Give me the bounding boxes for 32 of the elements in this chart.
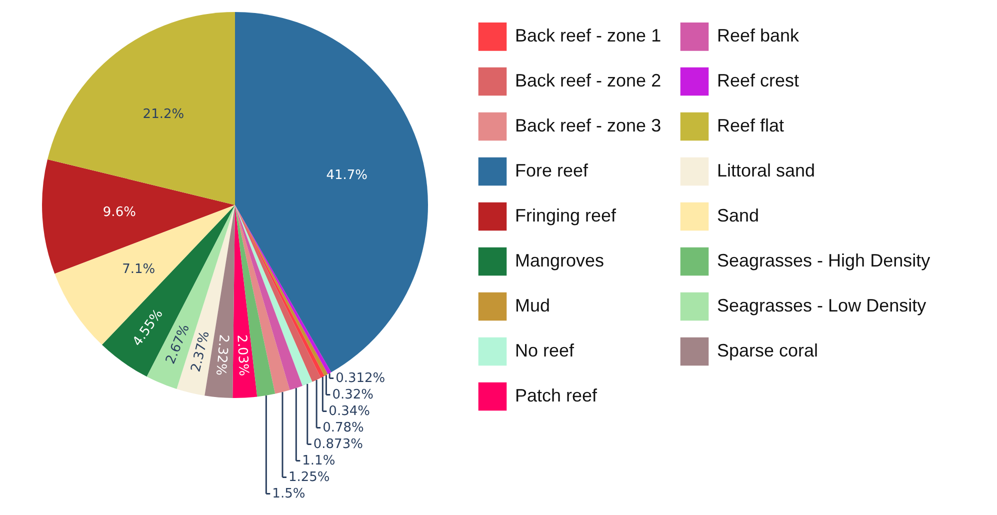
data-label: 7.1% <box>122 262 156 278</box>
legend-label: Fore reef <box>515 160 590 180</box>
legend-label: Seagrasses - Low Density <box>717 296 926 316</box>
data-label: 1.25% <box>288 470 330 486</box>
data-label: 0.78% <box>322 420 364 436</box>
legend-label: Mangroves <box>515 250 604 270</box>
data-label: 0.873% <box>313 437 363 452</box>
legend-label: Reef bank <box>717 26 800 46</box>
data-label: 21.2% <box>142 106 184 122</box>
data-label: 0.32% <box>332 388 374 403</box>
data-label: 0.312% <box>336 371 386 386</box>
data-label: 0.34% <box>328 404 370 420</box>
data-label: 9.6% <box>102 205 136 220</box>
legend-label: Reef crest <box>717 70 800 90</box>
legend-label: Back reef - zone 1 <box>515 26 662 46</box>
legend-label: Fringing reef <box>515 206 618 226</box>
legend-label: Sparse coral <box>717 340 818 360</box>
legend-label: Mud <box>515 296 550 316</box>
legend-label: Patch reef <box>515 386 598 406</box>
legend-label: Littoral sand <box>717 160 816 180</box>
data-label: 2.03% <box>234 334 251 376</box>
data-label: 2.37% <box>188 330 213 374</box>
legend-label: Back reef - zone 2 <box>515 70 662 90</box>
legend-label: Seagrasses - High Density <box>717 250 930 270</box>
legend-label: Sand <box>717 206 760 226</box>
data-label: 2.32% <box>212 334 231 376</box>
data-label: 1.1% <box>302 454 336 469</box>
legend-label: No reef <box>515 340 576 360</box>
data-label: 41.7% <box>326 168 368 184</box>
data-label: 1.5% <box>272 486 306 502</box>
legend-label: Back reef - zone 3 <box>515 116 662 136</box>
legend-label: Reef flat <box>717 116 784 136</box>
